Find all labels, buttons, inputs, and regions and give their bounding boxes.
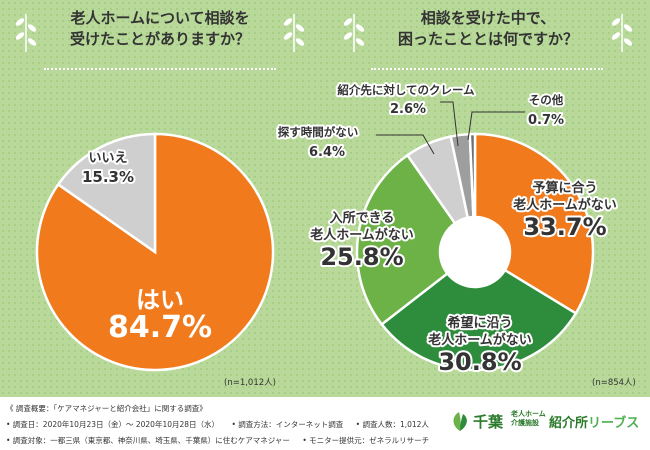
right-donut-value-label: 0.7% [528, 113, 564, 128]
right-donut-label: 老人ホームがない [427, 332, 532, 348]
survey-method: • 調査方法：インターネット調査 [231, 420, 344, 429]
logo-subtitle-2: 介護施設 [511, 419, 539, 427]
leaf-icon [15, 14, 37, 52]
right-donut-label: 入所できる [330, 210, 395, 226]
right-title-line1: 相談を受けた中で、 [420, 9, 556, 27]
right-chart-title: 相談を受けた中で、 困ったこととは何ですか？ [338, 8, 638, 50]
survey-heading: 《 調査概要：「ケアマネジャーと紹介会社」に関する調査》 [6, 404, 207, 413]
leaf-icon [611, 14, 633, 52]
right-donut-slice [473, 132, 595, 316]
survey-count: • 調査人数：1,012人 [355, 420, 429, 429]
callout-line [376, 134, 435, 155]
footer: 《 調査概要：「ケアマネジャーと紹介会社」に関する調査》 • 調査日：2020年… [0, 397, 650, 450]
callout-line [467, 111, 525, 141]
logo-subtitle: 老人ホーム 介護施設 [511, 410, 546, 428]
left-title-line2: 受けたことがありますか？ [69, 30, 250, 48]
right-donut-slice [380, 268, 578, 372]
right-donut-slice [355, 153, 457, 327]
left-pie-value-label: 15.3% [82, 168, 134, 186]
right-sample-size: (n=854人) [592, 378, 636, 388]
survey-date: • 調査日：2020年10月23日（金）～ 2020年10月28日（水） [6, 420, 220, 429]
right-donut-slice [468, 132, 477, 219]
left-pie-slice [56, 132, 157, 255]
right-title-line2: 困ったこととは何ですか？ [397, 30, 578, 48]
right-donut-value-label: 30.8% [438, 348, 521, 376]
right-donut-value-label: 2.6% [390, 102, 426, 117]
title-divider [44, 68, 276, 70]
left-chart-title: 老人ホームについて相談を 受けたことがありますか？ [10, 8, 310, 50]
company-logo: 千葉 老人ホーム 介護施設 紹介所リーブス [447, 409, 647, 435]
survey-provider: • モニター提供元：ゼネラルリサーチ [302, 436, 430, 445]
title-divider [371, 68, 603, 70]
right-donut-label: 探す時間がない [278, 125, 359, 139]
left-pie-label: いいえ [88, 151, 127, 166]
logo-subtitle-1: 老人ホーム [511, 410, 546, 418]
logo-brand-1: 紹介所 [549, 416, 589, 431]
logo-leaf-icon [453, 412, 467, 431]
right-donut-label: 老人ホームがない [512, 197, 617, 213]
logo-chiba: 千葉 [473, 413, 504, 431]
leaf-icon [283, 14, 305, 52]
right-donut-label: その他 [529, 93, 564, 107]
right-donut-value-label: 6.4% [309, 145, 345, 160]
survey-overview: 《 調査概要：「ケアマネジャーと紹介会社」に関する調査》 • 調査日：2020年… [6, 401, 446, 449]
charts-canvas: はい84.7%いいえ15.3%予算に合う老人ホームがない33.7%希望に沿う老人… [35, 81, 619, 378]
left-title-line1: 老人ホームについて相談を [70, 9, 250, 27]
left-sample-size: (n=1,012人) [224, 378, 276, 388]
left-pie-slice [35, 132, 275, 372]
logo-brand-2: リーブス [588, 416, 640, 431]
leaf-icon [343, 14, 365, 52]
left-pie-label: はい [136, 286, 184, 314]
right-donut-value-label: 25.8% [320, 243, 403, 271]
right-donut-label: 予算に合う [532, 180, 597, 196]
right-donut-label: 紹介先に対してのクレーム [337, 83, 475, 97]
right-donut-label: 希望に沿う [447, 315, 512, 331]
donut-hole [441, 218, 509, 286]
survey-target: • 調査対象：一都三県（東京都、神奈川県、埼玉県、千葉県）に住むケアマネジャー [6, 436, 290, 445]
right-donut-label: 老人ホームがない [309, 227, 414, 243]
callout-line [440, 101, 459, 147]
logo-brand: 紹介所リーブス [549, 412, 639, 431]
right-donut-value-label: 33.7% [523, 213, 606, 241]
left-pie-value-label: 84.7% [108, 310, 212, 345]
